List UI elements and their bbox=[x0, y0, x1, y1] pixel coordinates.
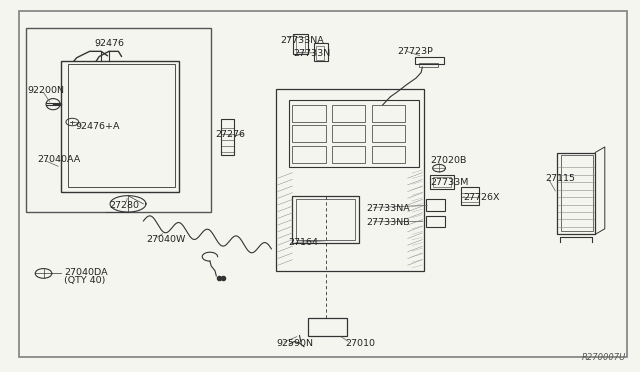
Text: 27164: 27164 bbox=[288, 238, 318, 247]
Text: 27280: 27280 bbox=[109, 201, 139, 210]
Bar bbox=[293, 34, 308, 54]
Text: 27276: 27276 bbox=[215, 130, 245, 139]
Text: 27020B: 27020B bbox=[430, 156, 467, 165]
Bar bbox=[276, 89, 424, 271]
Text: 92476: 92476 bbox=[95, 39, 125, 48]
Text: 92476+A: 92476+A bbox=[76, 122, 120, 131]
Text: R270007U: R270007U bbox=[582, 353, 626, 362]
Bar bbox=[292, 146, 326, 163]
Bar bbox=[314, 43, 328, 61]
Text: 27040AA: 27040AA bbox=[37, 155, 81, 164]
Bar bbox=[372, 125, 405, 142]
Bar bbox=[296, 199, 355, 240]
Bar bbox=[372, 146, 405, 163]
Bar bbox=[430, 175, 454, 189]
Text: 27733M: 27733M bbox=[430, 178, 468, 187]
Bar bbox=[289, 100, 419, 167]
Text: (QTY 40): (QTY 40) bbox=[64, 276, 106, 285]
Bar bbox=[308, 318, 347, 336]
Text: 27733NA: 27733NA bbox=[280, 36, 324, 45]
Bar bbox=[419, 63, 438, 67]
Bar bbox=[68, 64, 175, 187]
Bar bbox=[561, 155, 593, 231]
Bar bbox=[26, 28, 211, 212]
Text: 92590N: 92590N bbox=[276, 339, 314, 348]
Text: 27115: 27115 bbox=[545, 174, 575, 183]
Bar bbox=[426, 199, 445, 211]
Text: 27723P: 27723P bbox=[397, 47, 433, 56]
Text: 27733N: 27733N bbox=[293, 49, 330, 58]
Bar bbox=[433, 177, 451, 187]
Bar bbox=[292, 125, 326, 142]
Bar bbox=[557, 153, 595, 234]
Bar bbox=[372, 105, 405, 122]
Bar bbox=[332, 105, 365, 122]
Bar bbox=[292, 105, 326, 122]
Text: 27726X: 27726X bbox=[463, 193, 500, 202]
Bar bbox=[292, 196, 359, 243]
Bar bbox=[221, 119, 234, 155]
Bar bbox=[296, 37, 305, 52]
Bar bbox=[461, 187, 479, 205]
Bar bbox=[332, 125, 365, 142]
Bar bbox=[415, 57, 444, 64]
Text: 27010: 27010 bbox=[346, 339, 376, 348]
Text: 27733NB: 27733NB bbox=[366, 218, 410, 227]
Bar bbox=[332, 146, 365, 163]
Text: 27040W: 27040W bbox=[146, 235, 186, 244]
Bar bbox=[61, 61, 179, 192]
Bar bbox=[426, 216, 445, 227]
Text: 27733NA: 27733NA bbox=[366, 204, 410, 213]
Bar bbox=[316, 46, 324, 60]
Text: 92200N: 92200N bbox=[27, 86, 64, 95]
Text: 27040DA: 27040DA bbox=[64, 268, 108, 277]
